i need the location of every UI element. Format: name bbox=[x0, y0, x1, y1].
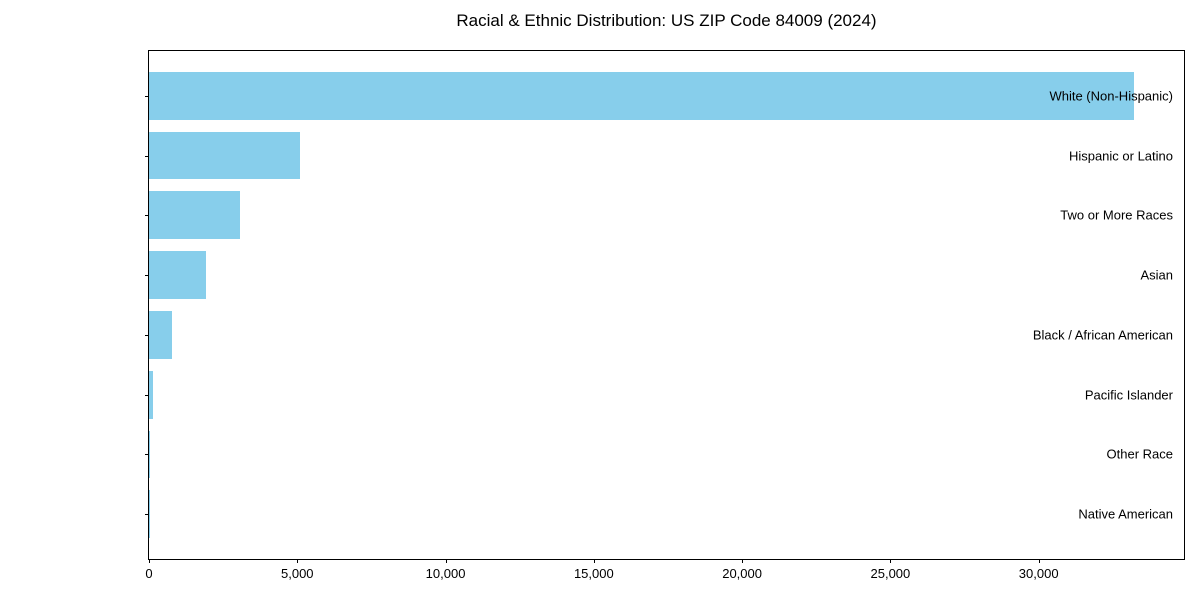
x-tick-mark bbox=[1038, 559, 1040, 563]
bar-black-african-american bbox=[149, 310, 172, 359]
x-tick-label: 30,000 bbox=[1018, 566, 1059, 581]
plot-area: White (Non-Hispanic) Hispanic or Latino Tw… bbox=[145, 50, 1185, 581]
y-tick-mark bbox=[145, 394, 149, 396]
bar-native-american bbox=[149, 490, 150, 539]
x-tick-mark bbox=[890, 559, 892, 563]
x-tick-mark bbox=[297, 559, 299, 563]
x-tick-label: 0 bbox=[145, 566, 153, 581]
x-tick-label: 10,000 bbox=[425, 566, 466, 581]
y-tick-label: Black / African American bbox=[1032, 327, 1173, 343]
y-tick-mark bbox=[145, 215, 149, 217]
x-tick-mark bbox=[149, 559, 150, 563]
x-tick-label: 5,000 bbox=[280, 566, 314, 581]
x-tick-mark bbox=[445, 559, 447, 563]
x-tick-label: 15,000 bbox=[573, 566, 614, 581]
x-tick-mark bbox=[742, 559, 744, 563]
y-tick-label: White (Non-Hispanic) bbox=[1049, 88, 1173, 104]
y-tick-label: Hispanic or Latino bbox=[1068, 148, 1173, 164]
bar-two-or-more-races bbox=[149, 191, 240, 240]
y-tick-label: Asian bbox=[1140, 267, 1173, 283]
y-tick-mark bbox=[145, 155, 149, 157]
chart-title: Racial & Ethnic Distribution: US ZIP Cod… bbox=[456, 11, 877, 30]
bar-pacific-islander bbox=[149, 370, 153, 419]
bar-other-race bbox=[149, 430, 151, 479]
x-tick-label: 20,000 bbox=[722, 566, 762, 581]
y-tick-label: Other Race bbox=[1106, 446, 1173, 462]
y-tick-label: Two or More Races bbox=[1060, 207, 1173, 223]
y-tick-mark bbox=[145, 95, 149, 97]
bar-asian bbox=[149, 251, 206, 299]
y-tick-mark bbox=[145, 275, 149, 277]
y-tick-label: Pacific Islander bbox=[1084, 387, 1173, 403]
x-tick-label: 25,000 bbox=[870, 566, 911, 581]
y-tick-mark bbox=[145, 454, 149, 456]
bar-hispanic-or-latino bbox=[149, 131, 300, 180]
y-tick-mark bbox=[145, 514, 149, 516]
bar-white-non-hispanic bbox=[149, 71, 1135, 120]
x-tick-mark bbox=[593, 559, 595, 563]
y-tick-label: Native American bbox=[1078, 506, 1173, 522]
y-tick-mark bbox=[145, 334, 149, 336]
